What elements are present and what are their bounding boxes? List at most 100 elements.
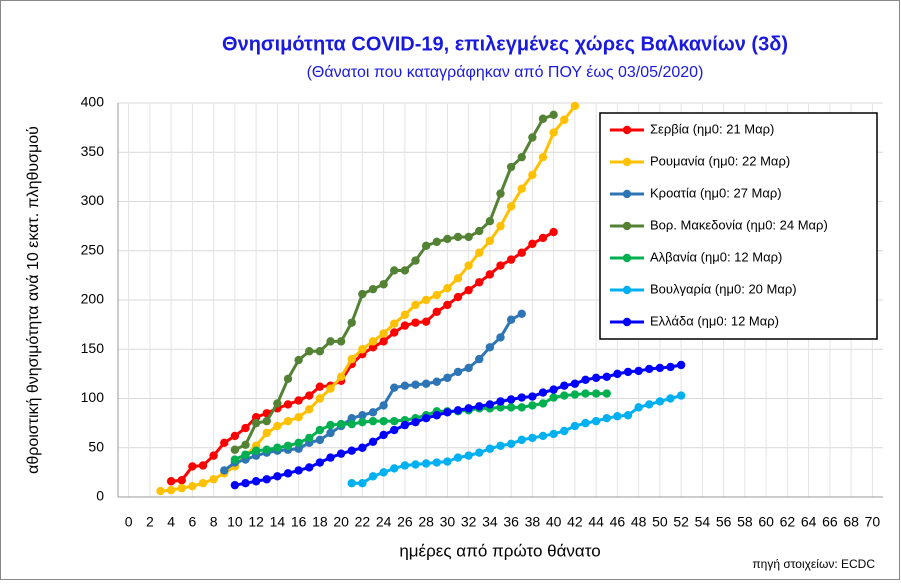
data-point bbox=[368, 337, 378, 346]
data-point bbox=[496, 261, 505, 270]
data-point bbox=[283, 416, 293, 426]
y-tick-label: 200 bbox=[81, 291, 105, 307]
data-point bbox=[506, 403, 516, 412]
x-tick-label: 4 bbox=[167, 514, 175, 530]
data-point bbox=[613, 412, 622, 421]
data-point bbox=[496, 397, 505, 406]
data-point bbox=[262, 428, 271, 438]
data-point bbox=[315, 425, 325, 435]
x-tick-label: 54 bbox=[695, 514, 711, 530]
data-point bbox=[506, 315, 516, 324]
data-point bbox=[528, 401, 537, 410]
x-tick-label: 62 bbox=[780, 514, 796, 530]
data-point bbox=[485, 236, 495, 246]
legend-swatch bbox=[622, 285, 632, 295]
data-point bbox=[421, 317, 431, 326]
data-point bbox=[560, 391, 569, 400]
data-point bbox=[421, 459, 431, 468]
x-axis-label: ημέρες από πρώτο θάνατο bbox=[399, 541, 600, 560]
data-point bbox=[358, 479, 367, 488]
legend-box bbox=[599, 112, 878, 340]
data-point bbox=[623, 411, 633, 420]
data-point bbox=[549, 227, 558, 237]
data-point bbox=[326, 337, 335, 346]
data-point bbox=[390, 416, 399, 426]
legend-swatch bbox=[622, 253, 632, 263]
data-point bbox=[358, 443, 367, 452]
data-point bbox=[443, 373, 452, 383]
data-point bbox=[368, 437, 378, 447]
data-point bbox=[315, 382, 325, 391]
data-point bbox=[443, 234, 452, 244]
data-point bbox=[220, 466, 229, 475]
x-tick-label: 26 bbox=[397, 514, 413, 530]
data-point bbox=[336, 337, 346, 346]
data-point bbox=[602, 389, 611, 398]
x-tick-label: 52 bbox=[673, 514, 689, 530]
data-point bbox=[421, 414, 431, 423]
x-tick-label: 16 bbox=[291, 514, 307, 530]
x-tick-label: 2 bbox=[146, 514, 154, 530]
data-point bbox=[336, 372, 346, 382]
data-point bbox=[326, 420, 335, 430]
data-point bbox=[326, 453, 335, 462]
data-point bbox=[262, 445, 271, 454]
data-point bbox=[315, 458, 325, 467]
x-tick-label: 30 bbox=[440, 514, 456, 530]
data-point bbox=[570, 390, 580, 399]
y-tick-label: 300 bbox=[81, 192, 105, 208]
data-point bbox=[347, 354, 356, 364]
data-point bbox=[475, 278, 484, 287]
data-point bbox=[560, 381, 569, 390]
x-tick-label: 36 bbox=[503, 514, 519, 530]
legend-label: Αλβανία (ημ0: 12 Μαρ) bbox=[650, 249, 782, 264]
data-point bbox=[336, 419, 346, 429]
legend-swatch bbox=[622, 157, 632, 167]
legend-label: Ελλάδα (ημ0: 12 Μαρ) bbox=[650, 313, 779, 328]
x-tick-label: 50 bbox=[652, 514, 668, 530]
data-point bbox=[262, 475, 271, 484]
x-tick-label: 42 bbox=[567, 514, 583, 530]
data-point bbox=[581, 389, 590, 398]
data-point bbox=[400, 420, 410, 430]
data-point bbox=[634, 403, 643, 412]
x-tick-label: 64 bbox=[801, 514, 817, 530]
data-point bbox=[198, 461, 208, 470]
x-tick-label: 38 bbox=[525, 514, 541, 530]
x-tick-label: 6 bbox=[188, 514, 196, 530]
data-point bbox=[506, 439, 516, 449]
y-tick-label: 50 bbox=[88, 438, 104, 454]
data-point bbox=[517, 184, 526, 193]
data-point bbox=[443, 283, 452, 293]
chart-title: Θνησιμότητα COVID-19, επιλεγμένες χώρες … bbox=[222, 33, 788, 55]
data-point bbox=[443, 300, 452, 310]
legend-label: Σερβία (ημ0: 21 Μαρ) bbox=[650, 121, 774, 136]
x-tick-label: 28 bbox=[418, 514, 434, 530]
data-point bbox=[528, 239, 537, 249]
data-point bbox=[538, 388, 548, 397]
data-point bbox=[283, 400, 293, 409]
data-point bbox=[347, 414, 356, 423]
data-point bbox=[294, 355, 303, 365]
data-point bbox=[581, 418, 590, 428]
data-point bbox=[390, 319, 399, 328]
data-point bbox=[528, 392, 537, 401]
data-point bbox=[347, 318, 356, 327]
data-point bbox=[528, 170, 537, 180]
data-point bbox=[453, 453, 463, 462]
data-point bbox=[390, 425, 399, 435]
x-tick-label: 18 bbox=[312, 514, 328, 530]
x-tick-label: 10 bbox=[227, 514, 243, 530]
data-point bbox=[432, 307, 441, 317]
data-point bbox=[347, 479, 356, 488]
data-point bbox=[400, 381, 410, 390]
x-tick-label: 8 bbox=[210, 514, 218, 530]
data-point bbox=[283, 441, 293, 450]
data-point bbox=[496, 333, 505, 342]
data-point bbox=[485, 217, 495, 226]
data-point bbox=[591, 416, 601, 426]
data-point bbox=[591, 373, 601, 383]
data-point bbox=[411, 318, 420, 327]
data-point bbox=[305, 391, 314, 400]
